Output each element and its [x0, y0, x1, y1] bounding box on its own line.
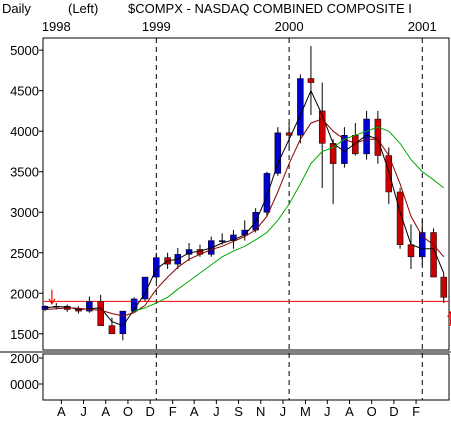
- candle-body: [141, 276, 149, 300]
- moving-average-line: [133, 126, 445, 312]
- candle-body: [119, 310, 127, 335]
- down-arrow-head: [48, 298, 56, 305]
- moving-average-line: [44, 118, 445, 317]
- candle-body: [86, 301, 93, 312]
- candle-body: [440, 276, 447, 298]
- y-tick-label: 3000: [10, 205, 39, 220]
- month-label: O: [367, 404, 377, 419]
- y-tick-label: 5000: [10, 43, 39, 58]
- volume-panel-frame: [42, 353, 450, 401]
- y-tick-label: 2000: [10, 286, 39, 301]
- candle-body: [307, 78, 315, 83]
- candle-body: [297, 78, 304, 136]
- chart-title: $COMPX - NASDAQ COMBINED COMPOSITE I: [128, 1, 412, 16]
- year-label: 2000: [275, 19, 304, 34]
- candle-body: [419, 232, 426, 258]
- y-tick-label: 1500: [10, 327, 39, 342]
- month-label: J: [80, 404, 87, 419]
- volume-panel-ticks: 2000 0000: [10, 351, 43, 392]
- y-tick-label: 4000: [10, 124, 39, 139]
- candle-body: [274, 132, 282, 174]
- year-labels: 1998 1999 2000 2001: [42, 19, 437, 34]
- month-label: D: [389, 404, 398, 419]
- year-label: 1999: [142, 19, 171, 34]
- month-label: O: [123, 404, 133, 419]
- candle-body: [285, 132, 293, 136]
- year-label: 2001: [408, 19, 437, 34]
- candle-body: [97, 301, 104, 326]
- candle-body: [218, 240, 226, 242]
- y-tick-label: 3500: [10, 165, 39, 180]
- year-label: 1998: [42, 19, 71, 34]
- candle-body: [407, 244, 415, 258]
- price-panel-frame: [42, 37, 450, 351]
- month-label: N: [256, 404, 265, 419]
- month-label: A: [101, 404, 110, 419]
- y-tick-label: 2500: [10, 246, 39, 261]
- month-label: F: [412, 404, 420, 419]
- price-candles: [41, 46, 447, 341]
- month-label: M: [300, 404, 311, 419]
- month-label: J: [324, 404, 331, 419]
- volume-tick-label: 2000: [10, 351, 39, 366]
- volume-tick-label: 0000: [10, 377, 39, 392]
- month-label: A: [57, 404, 66, 419]
- candle-body: [230, 234, 237, 241]
- month-label: J: [213, 404, 220, 419]
- y-axis-ticks: 1500 2000 2500 3000 3500 4000 4500 5000: [10, 43, 43, 342]
- year-dividers: [155, 38, 423, 400]
- annotation-arrows: [48, 289, 451, 326]
- candle-body: [108, 325, 116, 335]
- period-label: Daily: [2, 1, 31, 16]
- candle-body: [318, 110, 326, 144]
- month-label: A: [345, 404, 354, 419]
- candle-body: [263, 173, 271, 213]
- moving-averages: [44, 89, 445, 327]
- candle-body: [374, 118, 382, 156]
- month-label: F: [169, 404, 177, 419]
- y-tick-label: 4500: [10, 84, 39, 99]
- month-label: J: [280, 404, 287, 419]
- candle-body: [396, 191, 404, 245]
- moving-average-line: [44, 89, 445, 327]
- month-label: D: [145, 404, 154, 419]
- scale-label: (Left): [68, 1, 98, 16]
- month-label: S: [234, 404, 243, 419]
- month-label: A: [190, 404, 199, 419]
